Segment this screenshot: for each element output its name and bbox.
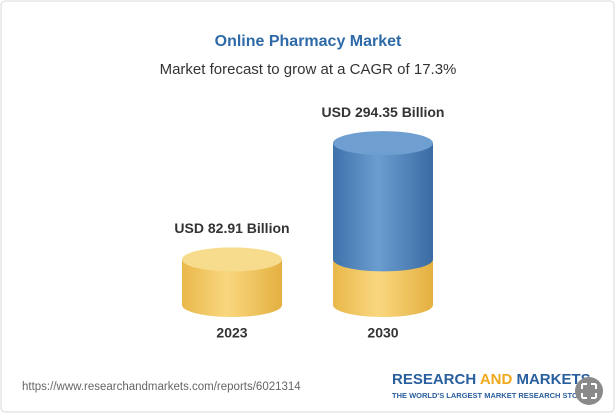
- plot: USD 82.91 Billion 2023 USD 294.35 Billion 2…: [174, 104, 444, 341]
- cylinder-side: [182, 259, 282, 317]
- x-tick-label: 2030: [367, 325, 398, 341]
- cylinder-side: [333, 143, 433, 272]
- logo-first: RESEARCH: [392, 371, 476, 388]
- value-label: USD 294.35 Billion: [322, 104, 445, 120]
- source-url: https://www.researchandmarkets.com/repor…: [22, 381, 301, 393]
- x-tick-label: 2023: [216, 325, 247, 341]
- logo-tagline: THE WORLD'S LARGEST MARKET RESEARCH STOR…: [392, 391, 588, 400]
- logo: RESEARCH AND MARKETS: [392, 371, 591, 388]
- expand-button[interactable]: [575, 377, 603, 405]
- logo-middle: AND: [480, 371, 513, 388]
- logo-last: MARKETS: [516, 371, 590, 388]
- cylinder-top: [333, 131, 433, 156]
- chart-subtitle: Market forecast to grow at a CAGR of 17.…: [160, 61, 457, 78]
- cylinder-side: [333, 259, 433, 317]
- value-label: USD 82.91 Billion: [174, 220, 289, 236]
- cylinder-top: [182, 247, 282, 272]
- chart-title: Online Pharmacy Market: [215, 33, 402, 50]
